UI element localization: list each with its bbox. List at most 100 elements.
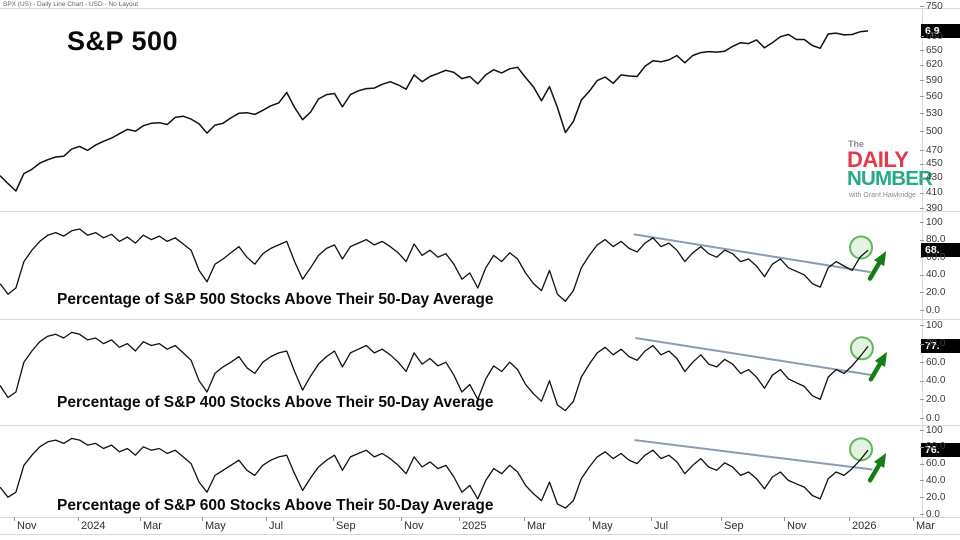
y-axis-tick — [920, 64, 924, 66]
y-axis-tick — [920, 177, 924, 179]
trendline-annotation[interactable] — [633, 233, 871, 274]
logo-the: The — [848, 139, 865, 149]
x-axis-tick — [266, 517, 267, 521]
x-axis-tick — [333, 517, 334, 521]
y-axis-label: 60.0 — [926, 458, 946, 470]
x-axis-tick — [651, 517, 652, 521]
x-axis-tick — [849, 517, 850, 521]
highlight-circle-annotation[interactable] — [849, 336, 874, 361]
y-axis-label: 80.0 — [926, 441, 946, 453]
x-axis-tick — [78, 517, 79, 521]
y-axis-label: 20.0 — [926, 286, 946, 298]
y-axis-label: 20.0 — [926, 491, 946, 503]
y-axis-label: 0.0 — [926, 412, 940, 424]
logo-number: NUMBER — [847, 167, 933, 190]
y-axis-label: 0.0 — [926, 508, 940, 520]
spx-price-line[interactable] — [0, 30, 869, 192]
y-axis-tick — [920, 310, 924, 311]
y-axis-label: 590 — [926, 74, 943, 86]
x-axis-label: Nov — [787, 520, 807, 532]
y-axis-tick — [920, 399, 924, 401]
up-arrow-annotation[interactable] — [868, 351, 888, 382]
y-axis-tick — [920, 446, 924, 448]
y-axis-label: 100 — [926, 319, 943, 331]
x-axis-label: Mar — [527, 520, 546, 532]
x-axis-tick — [14, 517, 15, 521]
y-axis-tick — [920, 418, 924, 419]
x-axis-tick — [524, 517, 525, 521]
y-axis-label: 470 — [926, 144, 943, 156]
y-axis-tick — [920, 239, 924, 241]
x-axis-label: May — [205, 520, 226, 532]
y-axis-tick — [920, 6, 924, 7]
x-axis-label: Nov — [17, 520, 37, 532]
x-axis-tick — [784, 517, 785, 521]
y-axis-label: 680 — [926, 30, 943, 42]
y-axis-tick — [920, 497, 924, 499]
y-axis-tick — [920, 113, 924, 115]
y-axis-label: 60.0 — [926, 356, 946, 368]
y-axis-label: 410 — [926, 187, 943, 199]
highlight-circle-annotation[interactable] — [849, 437, 874, 462]
window-title: SPX (US) - Daily Line Chart - USD - No L… — [3, 1, 139, 8]
panel-title-sp400-breadth: Percentage of S&P 400 Stocks Above Their… — [57, 394, 494, 411]
x-axis-tick — [913, 517, 914, 521]
y-axis-tick — [920, 192, 924, 194]
y-axis-label: 80.0 — [926, 338, 946, 350]
axis-divider-bottom — [0, 534, 960, 535]
axis-divider-top — [0, 517, 960, 518]
y-axis-tick — [920, 163, 924, 165]
breadth-series-line[interactable] — [0, 437, 869, 509]
x-axis-label: May — [592, 520, 613, 532]
x-axis-tick — [459, 517, 460, 521]
x-axis-label: Mar — [916, 520, 935, 532]
panel-title-sp600-breadth: Percentage of S&P 600 Stocks Above Their… — [57, 497, 494, 514]
x-axis-label: 2024 — [81, 520, 106, 532]
x-axis-label: Mar — [143, 520, 162, 532]
panel-title-sp500-breadth: Percentage of S&P 500 Stocks Above Their… — [57, 291, 494, 308]
highlight-circle-annotation[interactable] — [849, 235, 874, 260]
y-axis-label: 750 — [926, 0, 943, 12]
y-axis-tick — [920, 463, 924, 465]
y-axis-tick — [920, 325, 924, 326]
y-axis-tick — [920, 96, 924, 98]
x-axis-label: Jul — [269, 520, 284, 532]
y-axis-tick — [920, 222, 924, 223]
y-axis-label: 450 — [926, 158, 943, 170]
y-axis-label: 40.0 — [926, 375, 946, 387]
up-arrow-annotation[interactable] — [867, 452, 887, 483]
y-axis-label: 0.0 — [926, 304, 940, 316]
x-axis-tick — [140, 517, 141, 521]
x-axis-label: 2026 — [852, 520, 877, 532]
chart-title: S&P 500 — [67, 26, 179, 56]
y-axis-label: 620 — [926, 59, 943, 71]
y-axis-label: 500 — [926, 125, 943, 137]
breadth-series-line[interactable] — [0, 228, 869, 302]
y-axis-tick — [920, 131, 924, 133]
trendline-annotation[interactable] — [635, 337, 874, 377]
x-axis-label: Sep — [336, 520, 356, 532]
y-axis-tick — [920, 257, 924, 259]
y-axis-label: 530 — [926, 107, 943, 119]
y-axis-tick — [920, 274, 924, 276]
y-axis-tick — [920, 208, 924, 209]
y-axis-label: 80.0 — [926, 234, 946, 246]
up-arrow-annotation[interactable] — [867, 251, 887, 281]
logo-daily: DAILY — [847, 147, 909, 172]
logo-byline: with Grant Hawkridge — [849, 191, 916, 199]
last-value-badge-sp400: 77. — [921, 339, 960, 354]
trendline-annotation[interactable] — [634, 439, 873, 471]
y-axis-label: 430 — [926, 172, 943, 184]
header-divider — [0, 8, 960, 9]
panel-divider-2 — [0, 319, 960, 320]
y-axis-tick — [920, 480, 924, 482]
y-axis-tick — [920, 50, 924, 52]
y-axis-tick — [920, 292, 924, 294]
breadth-series-line[interactable] — [0, 331, 869, 412]
y-axis-divider — [922, 8, 923, 517]
y-axis-label: 650 — [926, 44, 943, 56]
y-axis-label: 100 — [926, 216, 943, 228]
y-axis-label: 40.0 — [926, 269, 946, 281]
last-price-badge-spx: 6,9 — [921, 23, 960, 38]
